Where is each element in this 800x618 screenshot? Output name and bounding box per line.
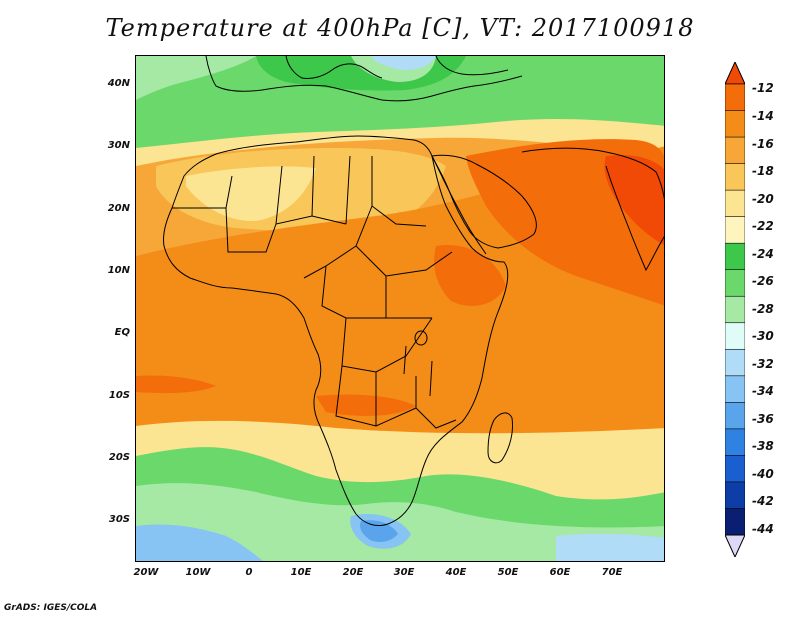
- field-horn: [434, 245, 506, 306]
- field-india-hot: [604, 155, 664, 245]
- lon-label-20w: 20W: [133, 567, 159, 578]
- colorbar-label: -22: [752, 219, 774, 233]
- field-med-blue: [371, 56, 436, 70]
- grads-credit: GrADS: IGES/COLA: [4, 603, 98, 613]
- colorbar-swatch: [724, 402, 746, 430]
- lat-label-10s: 10S: [108, 390, 130, 401]
- coast-india: [605, 165, 664, 272]
- lat-label-10n: 10N: [107, 265, 130, 276]
- coast-med-south: [205, 56, 523, 102]
- coast-blacksea: [435, 56, 509, 76]
- lon-label-0: 0: [245, 567, 253, 578]
- lakes-rift: [403, 345, 433, 397]
- colorbar-label: -26: [752, 274, 774, 288]
- colorbar-swatch: [724, 428, 746, 457]
- lat-label-30s: 30S: [108, 514, 130, 525]
- colorbar-swatch: [724, 110, 746, 138]
- colorbar-label: -24: [752, 247, 774, 261]
- field-sw-blue: [136, 524, 264, 561]
- colorbar-label: -12: [752, 81, 774, 95]
- lon-label-60e: 60E: [549, 567, 571, 578]
- colorbar-swatch: [724, 295, 746, 324]
- lon-label-10e: 10E: [290, 567, 312, 578]
- lon-label-50e: 50E: [497, 567, 519, 578]
- borders-interior: [172, 155, 457, 429]
- colorbar-swatch: [724, 322, 746, 351]
- field-se-blue: [556, 533, 664, 561]
- colorbar-label: -14: [752, 109, 774, 123]
- lon-label-70e: 70E: [601, 567, 623, 578]
- colorbar-label: -16: [752, 137, 774, 151]
- colorbar-label: -18: [752, 164, 774, 178]
- temperature-map: [135, 55, 665, 562]
- coast-persia: [521, 147, 664, 200]
- lon-label-30e: 30E: [393, 567, 415, 578]
- field-nw-light: [136, 56, 256, 100]
- field-north-green: [136, 56, 664, 148]
- map-title: Temperature at 400hPa [C], VT: 201710091…: [105, 14, 695, 42]
- colorbar-label: -30: [752, 329, 774, 343]
- colorbar-swatch: [724, 375, 746, 404]
- colorbar-label: -40: [752, 467, 774, 481]
- coast-europe: [285, 56, 383, 79]
- colorbar-swatch: [724, 136, 746, 165]
- colorbar-label: -32: [752, 357, 774, 371]
- colorbar-swatch: [724, 189, 746, 218]
- lon-label-40e: 40E: [445, 567, 467, 578]
- colorbar-swatch: [724, 83, 746, 112]
- temperature-field: [136, 56, 664, 561]
- coast-madagascar: [487, 412, 513, 464]
- field-south-light: [136, 483, 664, 561]
- lat-label-eq: EQ: [114, 327, 130, 338]
- colorbar-label: -38: [752, 439, 774, 453]
- colorbar-swatch: [724, 216, 746, 244]
- colorbar-label: -28: [752, 302, 774, 316]
- lake-victoria: [414, 330, 428, 346]
- colorbar-swatch: [724, 163, 746, 191]
- field-sa-deepblue: [360, 520, 398, 542]
- colorbar-swatch: [724, 242, 746, 271]
- colorbar-swatch: [724, 508, 746, 536]
- lat-label-20n: 20N: [107, 203, 130, 214]
- field-atlantic-hot: [136, 375, 216, 394]
- colorbar-label: -42: [752, 494, 774, 508]
- field-austral-hot: [316, 394, 416, 416]
- colorbar-swatch: [724, 481, 746, 510]
- colorbar-swatch: [724, 269, 746, 298]
- colorbar-label: -34: [752, 384, 774, 398]
- colorbar-swatch: [724, 348, 746, 377]
- colorbar-label: -20: [752, 192, 774, 206]
- lat-label-40n: 40N: [107, 78, 130, 89]
- field-sahara-light: [186, 166, 316, 222]
- lat-label-20s: 20S: [108, 452, 130, 463]
- lat-label-30n: 30N: [107, 140, 130, 151]
- colorbar-top-triangle: [724, 60, 746, 85]
- colorbar-swatch: [724, 455, 746, 483]
- colorbar-scale: [724, 60, 746, 559]
- colorbar-label: -36: [752, 412, 774, 426]
- coast-africa: [163, 135, 509, 527]
- coastline: [163, 56, 664, 527]
- colorbar-label: -44: [752, 522, 774, 536]
- colorbar: [724, 60, 746, 559]
- colorbar-bottom-triangle: [724, 534, 746, 559]
- lon-label-20e: 20E: [342, 567, 364, 578]
- lon-label-10w: 10W: [185, 567, 211, 578]
- coast-redsea: [431, 155, 487, 255]
